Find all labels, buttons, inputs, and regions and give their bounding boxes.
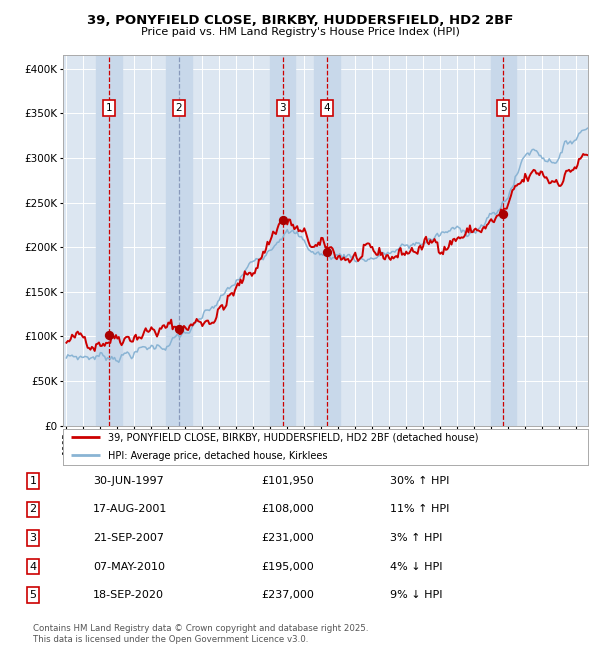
Point [174, 324, 184, 335]
Bar [491, 55, 516, 426]
Text: 30% ↑ HPI: 30% ↑ HPI [390, 476, 449, 486]
Text: 21-SEP-2007: 21-SEP-2007 [93, 533, 164, 543]
Bar [314, 55, 340, 426]
Text: 5: 5 [29, 590, 37, 600]
Text: 9% ↓ HPI: 9% ↓ HPI [390, 590, 443, 600]
Text: 39, PONYFIELD CLOSE, BIRKBY, HUDDERSFIELD, HD2 2BF (detached house): 39, PONYFIELD CLOSE, BIRKBY, HUDDERSFIEL… [107, 433, 478, 443]
Text: 30-JUN-1997: 30-JUN-1997 [93, 476, 164, 486]
Text: 2: 2 [176, 103, 182, 113]
Text: 4% ↓ HPI: 4% ↓ HPI [390, 562, 443, 571]
Text: Price paid vs. HM Land Registry's House Price Index (HPI): Price paid vs. HM Land Registry's House … [140, 27, 460, 37]
Text: 11% ↑ HPI: 11% ↑ HPI [390, 504, 449, 514]
Point [104, 330, 113, 340]
Text: 1: 1 [106, 103, 112, 113]
Text: 1: 1 [29, 476, 37, 486]
Text: 17-AUG-2001: 17-AUG-2001 [93, 504, 167, 514]
Text: 07-MAY-2010: 07-MAY-2010 [93, 562, 165, 571]
Text: £237,000: £237,000 [261, 590, 314, 600]
Text: Contains HM Land Registry data © Crown copyright and database right 2025.
This d: Contains HM Land Registry data © Crown c… [33, 624, 368, 644]
Point [499, 209, 508, 219]
Text: 4: 4 [324, 103, 331, 113]
Text: £231,000: £231,000 [261, 533, 314, 543]
Text: £195,000: £195,000 [261, 562, 314, 571]
Text: 18-SEP-2020: 18-SEP-2020 [93, 590, 164, 600]
Text: 39, PONYFIELD CLOSE, BIRKBY, HUDDERSFIELD, HD2 2BF: 39, PONYFIELD CLOSE, BIRKBY, HUDDERSFIEL… [87, 14, 513, 27]
Text: 3: 3 [280, 103, 286, 113]
Point [278, 214, 287, 225]
Text: 3: 3 [29, 533, 37, 543]
Bar [166, 55, 192, 426]
Text: 3% ↑ HPI: 3% ↑ HPI [390, 533, 442, 543]
Text: 2: 2 [29, 504, 37, 514]
Bar [270, 55, 295, 426]
Text: £101,950: £101,950 [261, 476, 314, 486]
Bar [96, 55, 122, 426]
Point [322, 246, 332, 257]
Text: £108,000: £108,000 [261, 504, 314, 514]
Text: 5: 5 [500, 103, 507, 113]
Text: 4: 4 [29, 562, 37, 571]
Text: HPI: Average price, detached house, Kirklees: HPI: Average price, detached house, Kirk… [107, 451, 327, 461]
